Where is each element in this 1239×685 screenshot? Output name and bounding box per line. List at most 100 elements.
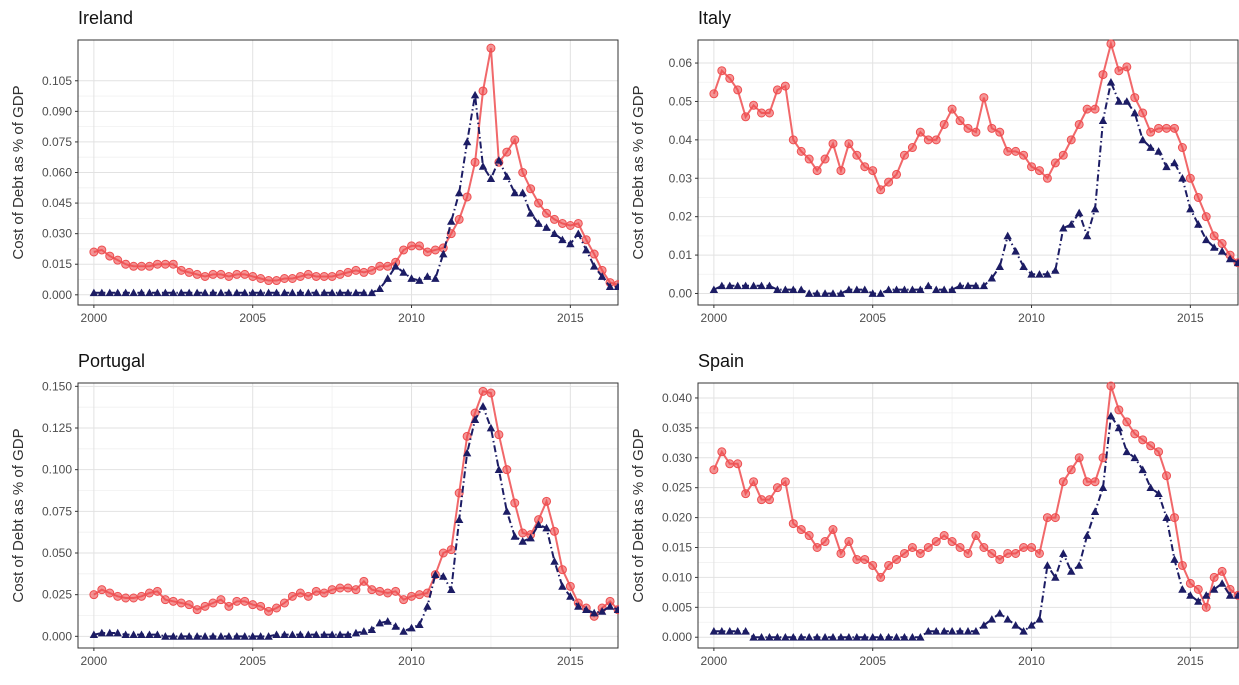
series-b-point bbox=[613, 605, 619, 614]
series-a-point bbox=[1058, 150, 1068, 160]
series-a-point bbox=[89, 247, 99, 257]
series-a-point bbox=[121, 593, 131, 603]
series-a-point bbox=[931, 135, 941, 145]
series-b-point bbox=[932, 285, 941, 293]
series-a-point bbox=[1082, 477, 1092, 487]
series-b-point bbox=[550, 557, 559, 565]
series-b-point bbox=[121, 630, 130, 639]
series-b-point bbox=[860, 285, 869, 293]
series-b-point bbox=[415, 620, 424, 629]
series-b-point bbox=[812, 633, 822, 641]
series-a-point bbox=[176, 265, 186, 275]
series-b-point bbox=[781, 285, 790, 293]
series-b-point bbox=[613, 282, 619, 291]
series-a-point bbox=[1185, 173, 1195, 183]
series-b-point bbox=[288, 288, 297, 297]
series-b-point bbox=[1146, 483, 1155, 492]
series-b-point bbox=[105, 288, 114, 297]
series-b-point bbox=[979, 281, 989, 290]
y-axis-label: Cost of Debt as % of GDP bbox=[630, 85, 647, 259]
y-tick-label: 0.060 bbox=[42, 166, 72, 180]
series-a-point bbox=[1177, 560, 1187, 570]
y-axis-label-text: Cost of Debt as % of GDP bbox=[630, 85, 647, 259]
series-b bbox=[89, 402, 619, 640]
series-a-point bbox=[788, 519, 798, 529]
series-b-point bbox=[924, 281, 933, 290]
series-a-point bbox=[256, 601, 266, 611]
series-a-point bbox=[1217, 239, 1227, 249]
series-a-point bbox=[327, 585, 337, 595]
series-b-point bbox=[327, 288, 337, 297]
series-a-point bbox=[168, 596, 178, 606]
series-a-point bbox=[351, 585, 361, 595]
series-a-point bbox=[1034, 166, 1044, 176]
series-a-point bbox=[407, 241, 417, 251]
series-a-point bbox=[939, 119, 949, 129]
series-b-point bbox=[963, 281, 973, 290]
series-b-point bbox=[177, 632, 186, 640]
y-axis-label-text: Cost of Debt as % of GDP bbox=[10, 428, 27, 602]
series-b-point bbox=[240, 288, 249, 297]
series-a-point bbox=[788, 135, 798, 145]
series-a-point bbox=[581, 235, 591, 245]
series-a-point bbox=[947, 537, 957, 547]
grid bbox=[78, 383, 618, 648]
series-b-point bbox=[789, 285, 798, 293]
series-b-point bbox=[757, 281, 766, 290]
series-b-point bbox=[161, 288, 170, 297]
series-b-point bbox=[240, 632, 249, 640]
series-a-point bbox=[749, 477, 759, 487]
series-a-point bbox=[319, 588, 329, 598]
series-b-point bbox=[494, 156, 504, 164]
series-b-point bbox=[153, 630, 162, 639]
panel-title: Spain bbox=[698, 351, 745, 371]
x-tick-label: 2015 bbox=[1177, 311, 1204, 325]
series-a-point bbox=[1209, 231, 1219, 241]
panel-ireland: Ireland 0.000 0.015 0.030 0.045 0.060 0.075 0.… bbox=[0, 0, 619, 342]
series-b-point bbox=[773, 285, 782, 293]
series-a-point bbox=[1106, 39, 1116, 49]
series-a-point bbox=[565, 221, 575, 230]
series-b-point bbox=[820, 289, 830, 297]
series-b-point bbox=[137, 630, 146, 639]
series-a-point bbox=[454, 488, 464, 498]
series-a-point bbox=[1154, 447, 1164, 457]
series-a-point bbox=[486, 388, 496, 398]
series-a-point bbox=[979, 543, 989, 553]
series-a-point bbox=[542, 496, 552, 506]
series-a-point bbox=[733, 85, 743, 95]
series-b-point bbox=[1225, 591, 1235, 599]
series-b-point bbox=[884, 633, 893, 641]
series-a-point bbox=[470, 157, 480, 167]
series-b-point bbox=[1051, 573, 1060, 581]
series-b-point bbox=[439, 249, 448, 258]
series-b-point bbox=[1074, 208, 1084, 217]
series-b-point bbox=[1067, 220, 1076, 228]
y-tick-label: 0.04 bbox=[669, 133, 693, 147]
series-a-point bbox=[1114, 405, 1124, 415]
series-b-point bbox=[216, 632, 226, 640]
series-b-point bbox=[725, 281, 734, 290]
series-a-point bbox=[121, 259, 131, 269]
series-a-point bbox=[414, 241, 424, 251]
series-b-point bbox=[828, 289, 838, 297]
series-a-point bbox=[97, 585, 107, 595]
series-b-point bbox=[900, 285, 909, 293]
y-axis-label: Cost of Debt as % of GDP bbox=[10, 85, 27, 259]
series-a-point bbox=[248, 271, 258, 281]
series-a-point bbox=[311, 586, 321, 596]
series-a-point bbox=[557, 565, 567, 575]
series-b-point bbox=[335, 630, 345, 639]
series-b-point bbox=[844, 285, 854, 293]
series-a-point bbox=[749, 100, 759, 110]
series-a-point bbox=[923, 543, 933, 553]
series-a-point bbox=[1122, 62, 1132, 72]
series-a-point bbox=[860, 162, 870, 172]
series-a-point bbox=[757, 108, 767, 118]
series-b bbox=[89, 90, 619, 297]
series-b-point bbox=[137, 288, 146, 297]
chart-italy: 0.00 0.01 0.02 0.03 0.04 0.05 0.06 2000 2005 2010… bbox=[630, 39, 1239, 325]
series-b-point bbox=[884, 285, 893, 293]
panel-title: Ireland bbox=[78, 8, 134, 28]
series-b-point bbox=[971, 281, 981, 290]
